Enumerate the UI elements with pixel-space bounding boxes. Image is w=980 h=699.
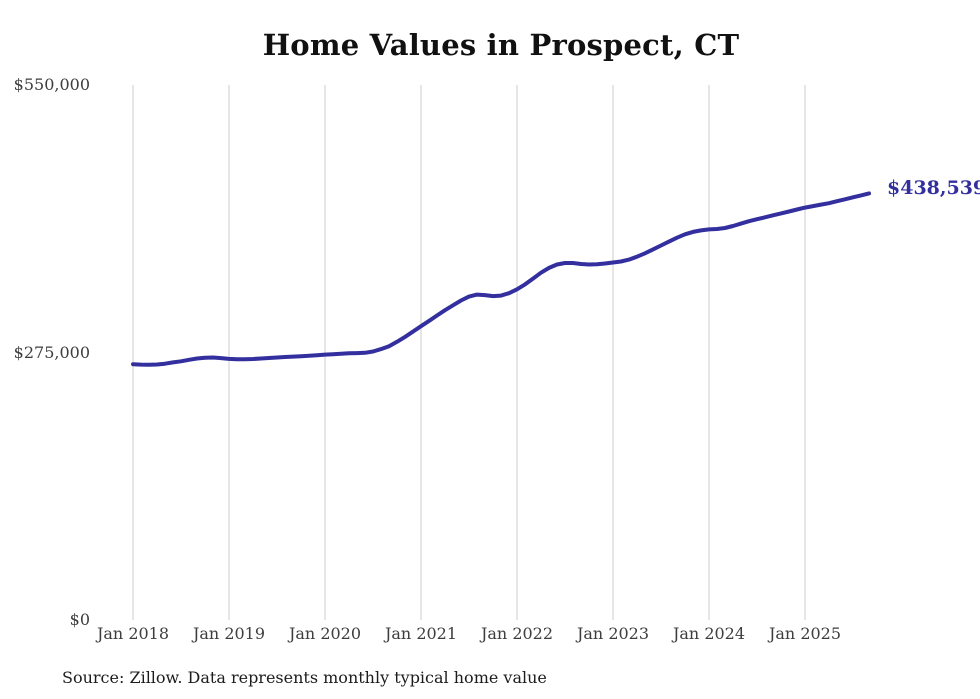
x-tick-label: Jan 2019 xyxy=(192,624,266,643)
x-tick-label: Jan 2020 xyxy=(288,624,362,643)
x-tick-label: Jan 2024 xyxy=(672,624,746,643)
x-tick-label: Jan 2018 xyxy=(96,624,170,643)
y-tick-label: $275,000 xyxy=(13,342,90,362)
y-tick-label: $0 xyxy=(69,610,90,629)
chart-title: Home Values in Prospect, CT xyxy=(262,28,740,62)
source-note: Source: Zillow. Data represents monthly … xyxy=(62,668,547,687)
x-tick-label: Jan 2021 xyxy=(384,624,458,643)
x-tick-label: Jan 2023 xyxy=(576,624,650,643)
x-tick-label: Jan 2022 xyxy=(480,624,554,643)
home-value-line xyxy=(131,191,871,367)
vertical-gridlines xyxy=(132,85,806,620)
latest-value-label: $438,539 xyxy=(887,177,980,200)
y-tick-label: $550,000 xyxy=(13,75,90,94)
x-tick-label: Jan 2025 xyxy=(768,624,842,643)
